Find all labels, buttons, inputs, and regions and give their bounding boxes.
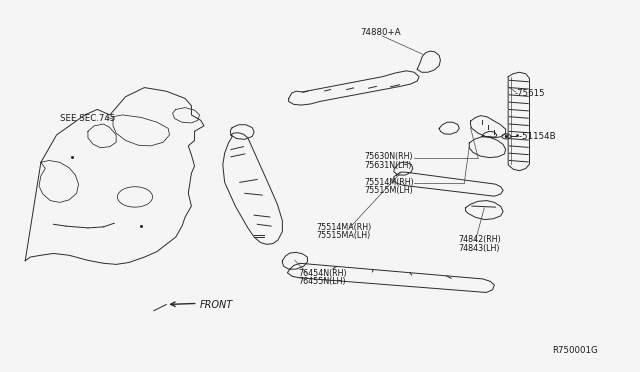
Text: 74842(RH): 74842(RH)	[458, 235, 500, 244]
Text: 76454N(RH): 76454N(RH)	[298, 269, 347, 278]
Text: -75615: -75615	[515, 89, 545, 97]
Text: 74880+A: 74880+A	[361, 28, 401, 37]
Text: 76455N(LH): 76455N(LH)	[298, 278, 346, 286]
Text: 75631N(LH): 75631N(LH)	[364, 161, 412, 170]
Text: •-51154B: •-51154B	[515, 132, 556, 141]
Text: 75515M(LH): 75515M(LH)	[364, 186, 413, 195]
Text: FRONT: FRONT	[200, 300, 233, 310]
Text: 74843(LH): 74843(LH)	[458, 244, 499, 253]
Text: R750001G: R750001G	[552, 346, 598, 355]
Text: SEE SEC.745: SEE SEC.745	[60, 114, 115, 123]
Text: 75630N(RH): 75630N(RH)	[364, 153, 413, 161]
Text: 75515MA(LH): 75515MA(LH)	[317, 231, 371, 240]
Text: 75514M(RH): 75514M(RH)	[364, 178, 413, 187]
Text: 75514MA(RH): 75514MA(RH)	[317, 223, 372, 232]
